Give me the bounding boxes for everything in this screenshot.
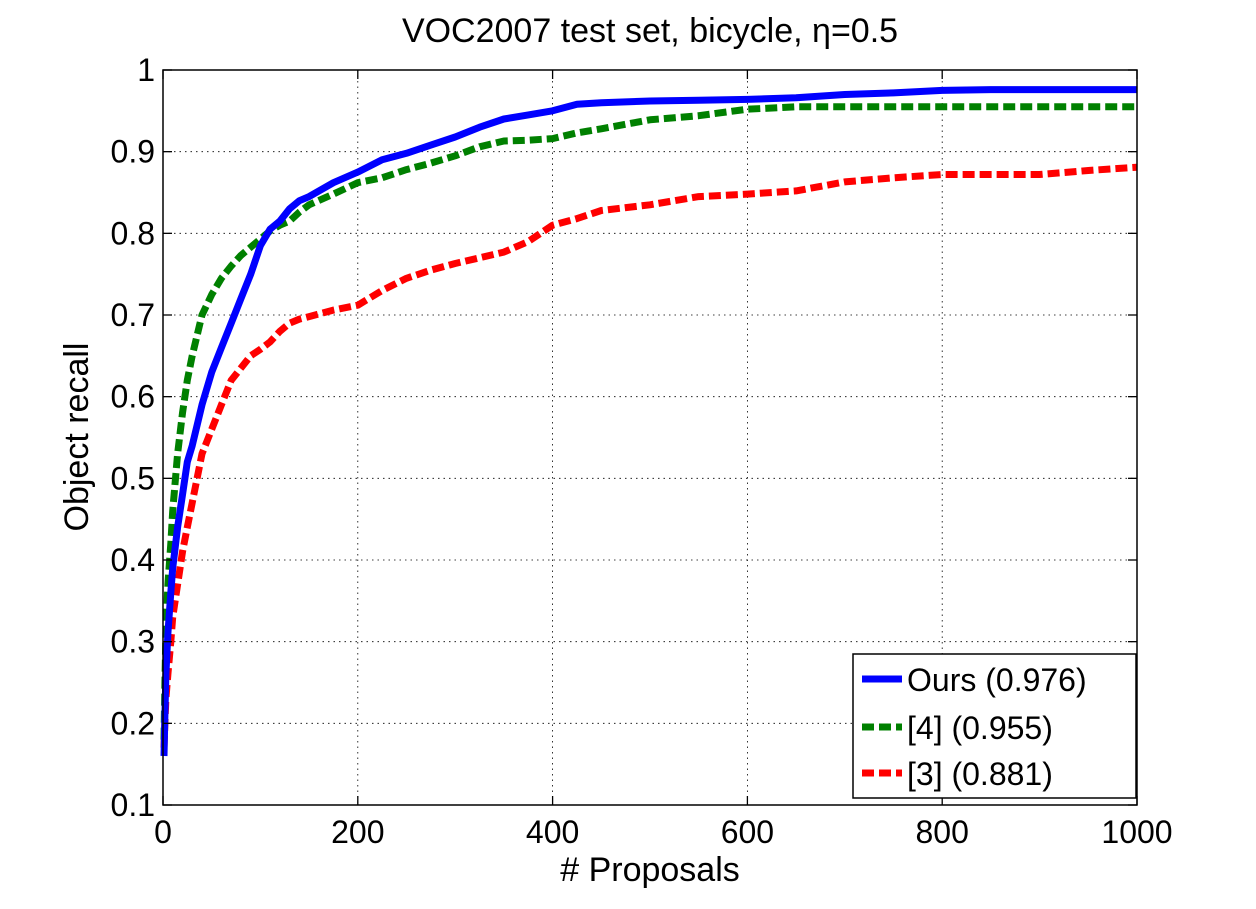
legend-entry-4: [4] (0.955)	[862, 710, 1053, 746]
x-tick-label: 1000	[1101, 814, 1172, 850]
legend-entry-3: [3] (0.881)	[862, 756, 1053, 792]
axis-ticks: 0 200 400 600 800 1000 0.1 0.2 0.3 0.4 0.5 0.6 0.7 0.…	[111, 52, 1173, 850]
y-tick-label: 0.2	[111, 705, 155, 741]
y-axis-label: Object recall	[58, 343, 96, 532]
y-tick-label: 0.8	[111, 215, 155, 251]
y-tick-label: 0.5	[111, 460, 155, 496]
chart-title-prefix: VOC2007 test set, bicycle,	[402, 12, 812, 50]
x-tick-label: 600	[721, 814, 774, 850]
y-tick-label: 1	[137, 52, 155, 88]
y-tick-label: 0.9	[111, 134, 155, 170]
legend-label-4: [4] (0.955)	[907, 710, 1053, 746]
plot-frame	[162, 69, 1138, 806]
chart-title-symbol: η	[812, 12, 831, 50]
chart-title: VOC2007 test set, bicycle, η=0.5	[402, 12, 898, 50]
legend-label-3: [3] (0.881)	[907, 756, 1053, 792]
x-axis-label: # Proposals	[560, 851, 740, 889]
y-tick-label: 0.1	[111, 787, 155, 823]
x-tick-label: 400	[526, 814, 579, 850]
x-tick-label: 800	[916, 814, 969, 850]
y-tick-label: 0.7	[111, 297, 155, 333]
legend-label-ours: Ours (0.976)	[907, 662, 1087, 698]
series-line-3	[160, 163, 1138, 748]
series-line-ours	[160, 86, 1137, 757]
series-lines	[160, 86, 1138, 757]
y-tick-label: 0.6	[111, 379, 155, 415]
legend: Ours (0.976) [4] (0.955) [3] (0.881)	[852, 653, 1137, 799]
legend-entry-ours: Ours (0.976)	[862, 662, 1087, 698]
chart-title-suffix: =0.5	[831, 12, 898, 50]
y-tick-label: 0.4	[111, 542, 155, 578]
x-tick-label: 0	[154, 814, 172, 850]
y-tick-label: 0.3	[111, 624, 155, 660]
x-tick-label: 200	[331, 814, 384, 850]
